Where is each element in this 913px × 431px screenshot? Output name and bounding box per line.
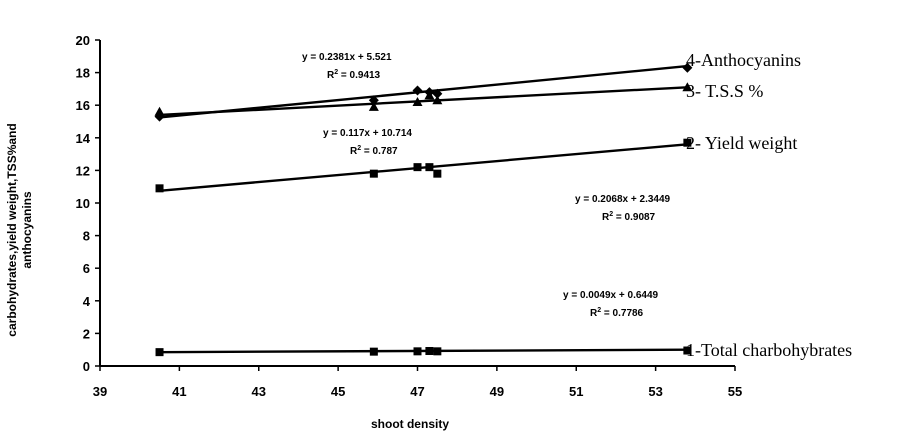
x-tick-label: 39	[93, 384, 107, 399]
point-series-3	[154, 106, 165, 116]
y-tick-label: 20	[76, 33, 90, 48]
point-series-1	[433, 347, 442, 356]
point-series-2	[155, 184, 164, 193]
r2-anthocyanins: R2 = 0.9413	[327, 69, 381, 81]
r2-tss: R2 = 0.9087	[602, 211, 656, 223]
trend-line-series-2	[159, 143, 688, 192]
r2-exponent: 2	[597, 307, 601, 314]
point-series-2	[413, 163, 422, 172]
r2-prefix: R	[602, 212, 610, 223]
tick-labels: 0 2 4 6 8 10 12 14 16 18 20 39 41 43 45 47 49 51 53 55	[76, 33, 743, 399]
series-label-2: 2- Yield weight	[686, 133, 797, 153]
series-label-3: 3- T.S.S %	[686, 81, 763, 101]
x-tick-label: 55	[728, 384, 742, 399]
r2-exponent: 2	[357, 145, 361, 152]
y-tick-label: 4	[83, 294, 91, 309]
x-tick-label: 41	[172, 384, 186, 399]
r2-value: = 0.9087	[613, 212, 655, 223]
trend-lines	[159, 64, 688, 354]
r2-yield-weight: R2 = 0.787	[350, 145, 398, 157]
x-axis-title: shoot density	[371, 417, 449, 431]
point-series-1	[369, 347, 378, 356]
y-tick-label: 8	[83, 229, 90, 244]
point-series-4	[412, 85, 423, 96]
r2-prefix: R	[327, 70, 335, 81]
y-tick-label: 2	[83, 326, 90, 341]
equation-anthocyanins: y = 0.2381x + 5.521	[302, 52, 392, 63]
trend-line-series-4	[159, 64, 688, 119]
x-tick-label: 51	[569, 384, 583, 399]
point-series-3	[432, 95, 443, 105]
series-label-4: 4-Anthocyanins	[686, 50, 801, 70]
point-series-4	[154, 111, 165, 122]
r2-prefix: R	[350, 146, 358, 157]
y-axis-title: carbohydrates,yield weight,TSS%and antho…	[5, 123, 34, 336]
x-tick-label: 49	[490, 384, 504, 399]
point-series-2	[683, 138, 692, 147]
x-tick-label: 45	[331, 384, 345, 399]
x-tick-label: 53	[648, 384, 662, 399]
point-series-2	[433, 169, 442, 178]
y-tick-label: 14	[76, 131, 91, 146]
series-label-1: 1-Total charbohybrates	[686, 340, 852, 360]
y-tick-label: 18	[76, 66, 90, 81]
y-tick-label: 0	[83, 359, 90, 374]
r2-exponent: 2	[609, 211, 613, 218]
equation-yield-weight: y = 0.117x + 10.714	[323, 128, 412, 139]
y-axis-title-line2: anthocyanins	[20, 191, 34, 269]
point-series-4	[682, 62, 693, 73]
point-series-1	[413, 347, 422, 356]
point-series-2	[369, 169, 378, 178]
r2-prefix: R	[590, 308, 598, 319]
y-tick-label: 6	[83, 261, 90, 276]
point-series-2	[425, 163, 434, 172]
x-tick-label: 43	[252, 384, 266, 399]
point-series-4	[424, 87, 435, 98]
data-points	[154, 62, 693, 357]
point-series-1	[155, 348, 164, 357]
point-series-3	[682, 82, 693, 92]
point-series-4	[368, 95, 379, 106]
r2-exponent: 2	[334, 69, 338, 76]
y-axis-title-line1: carbohydrates,yield weight,TSS%and	[5, 123, 19, 336]
y-tick-label: 10	[76, 196, 90, 211]
y-tick-label: 16	[76, 98, 90, 113]
r2-value: = 0.787	[361, 146, 398, 157]
point-series-3	[368, 101, 379, 111]
r2-value: = 0.7786	[601, 308, 643, 319]
r2-value: = 0.9413	[338, 70, 380, 81]
equation-carbohydrates: y = 0.0049x + 0.6449	[563, 290, 659, 301]
trend-line-series-3	[159, 86, 688, 117]
trend-line-series-1	[159, 348, 688, 354]
y-tick-label: 12	[76, 163, 90, 178]
point-series-4	[432, 88, 443, 99]
point-series-3	[412, 96, 423, 106]
axes	[95, 39, 736, 371]
x-tick-label: 47	[410, 384, 424, 399]
point-series-1	[683, 346, 692, 355]
r2-carbohydrates: R2 = 0.7786	[590, 307, 644, 319]
point-series-1	[425, 347, 434, 356]
equation-tss: y = 0.2068x + 2.3449	[575, 194, 671, 205]
